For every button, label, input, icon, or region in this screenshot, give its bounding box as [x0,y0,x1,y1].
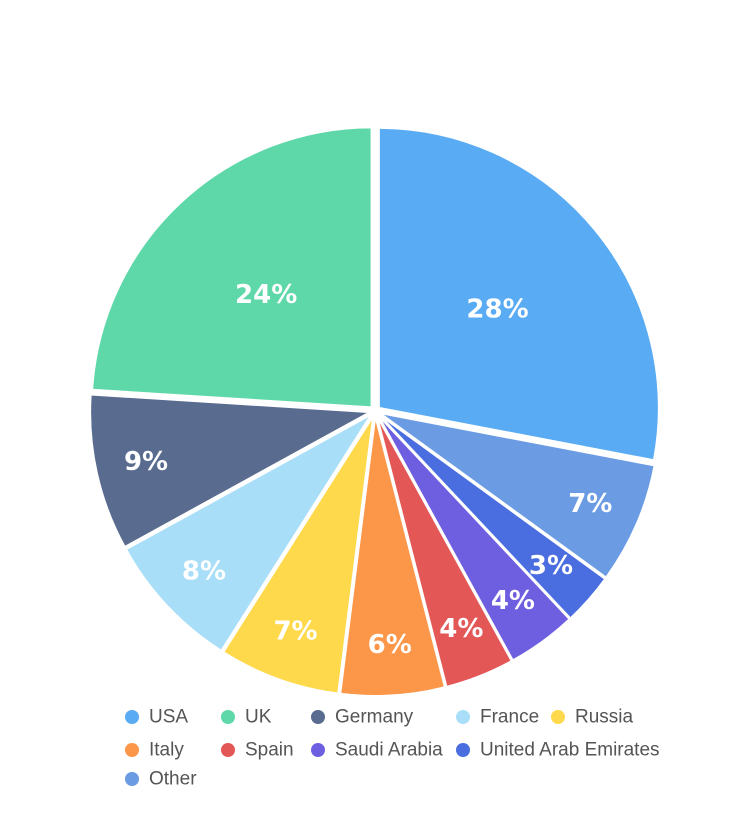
legend-item-germany[interactable]: Germany [311,707,414,728]
pie-slice-labels: 28% 7% 3% 4% 4% 6% 7% 8% 9% 24% [124,280,612,660]
slice-label-usa: 28% [466,295,528,325]
legend: USA UK Germany France Russia Italy Spain Saudi … [125,707,660,790]
slice-label-france: 8% [182,557,226,587]
slice-label-saudi-arabia: 4% [491,586,535,616]
pie-slice-germany [89,393,372,548]
slice-label-united-arab-emirates: 3% [529,551,573,581]
legend-item-saudi-arabia[interactable]: Saudi Arabia [311,740,443,761]
legend-marker-italy [125,743,139,757]
pie-slice-saudi-arabia [376,414,571,662]
legend-item-russia[interactable]: Russia [551,707,634,728]
legend-marker-united-arab-emirates [456,743,470,757]
legend-marker-russia [551,710,565,724]
slice-label-germany: 9% [124,447,168,477]
slice-label-uk: 24% [235,280,297,310]
slice-label-italy: 6% [368,630,412,660]
legend-label-uk: UK [245,707,272,728]
legend-item-other[interactable]: Other [125,769,197,790]
slice-label-spain: 4% [439,614,483,644]
legend-item-france[interactable]: France [456,707,539,728]
legend-marker-saudi-arabia [311,743,325,757]
legend-label-saudi-arabia: Saudi Arabia [335,740,443,761]
legend-item-italy[interactable]: Italy [125,740,184,761]
slice-label-russia: 7% [273,617,317,647]
legend-item-united-arab-emirates[interactable]: United Arab Emirates [456,740,660,761]
legend-label-spain: Spain [245,740,294,761]
legend-item-spain[interactable]: Spain [221,740,294,761]
pie-slice-italy [339,414,446,697]
legend-label-italy: Italy [149,740,184,761]
legend-marker-usa [125,710,139,724]
pie-slice-usa [377,126,660,462]
pie-slice-spain [375,414,513,688]
legend-label-france: France [480,707,539,728]
pie-slice-russia [222,414,375,695]
legend-marker-other [125,772,139,786]
pie-slice-france [124,413,373,652]
legend-item-usa[interactable]: USA [125,707,188,728]
legend-label-other: Other [149,769,197,790]
pie-slice-uk [91,126,373,409]
legend-marker-spain [221,743,235,757]
legend-marker-germany [311,710,325,724]
pie-slice-other [378,411,656,579]
legend-item-uk[interactable]: UK [221,707,272,728]
legend-label-usa: USA [149,707,188,728]
legend-marker-uk [221,710,235,724]
slice-label-other: 7% [568,489,612,519]
legend-label-united-arab-emirates: United Arab Emirates [480,740,660,761]
legend-label-germany: Germany [335,707,414,728]
pie-slices [89,126,660,697]
legend-marker-france [456,710,470,724]
pie-slice-united-arab-emirates [377,413,607,620]
legend-label-russia: Russia [575,707,634,728]
